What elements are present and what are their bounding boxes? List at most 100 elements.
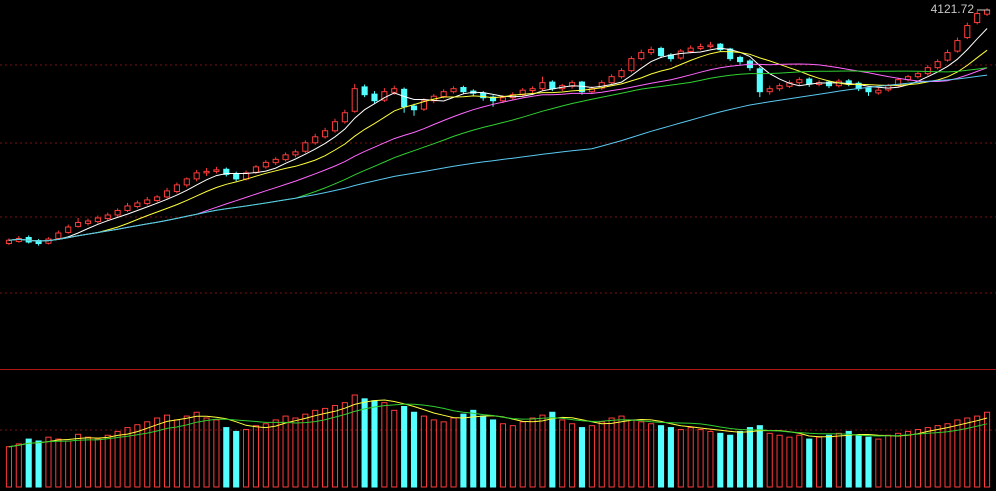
volume-bar (410, 411, 418, 488)
candle-body (697, 46, 704, 49)
volume-bar (974, 415, 981, 488)
volume-bar (312, 409, 319, 488)
moving-average (8, 28, 988, 242)
volume-bar (806, 438, 813, 488)
last-price-label: 4121.72 (931, 2, 975, 16)
volume-bar (203, 417, 210, 488)
volume-bar (835, 432, 842, 488)
candle-body (954, 40, 961, 52)
volume-bar (272, 419, 279, 488)
volume-bar (15, 443, 22, 488)
candle-body (657, 47, 665, 57)
volume-bar (213, 419, 220, 488)
volume-bar (707, 430, 714, 488)
volume-bar (351, 394, 358, 488)
candle-body (736, 56, 744, 63)
candle-body (410, 105, 418, 111)
volume-bar (55, 438, 62, 488)
candle-body (549, 81, 556, 90)
candle-body (974, 13, 981, 24)
candle-body (272, 158, 279, 164)
volume-bar (569, 423, 576, 488)
candle-body (124, 205, 131, 211)
candle-body (687, 47, 694, 52)
candle-body (75, 221, 82, 227)
volume-bar (796, 434, 803, 488)
volume-bar (489, 419, 497, 488)
candle-body (401, 88, 408, 108)
volume-bar (578, 427, 586, 488)
volume-bar (598, 421, 605, 488)
volume-bar (895, 432, 902, 488)
candle-body (341, 112, 348, 123)
volume-bar (361, 398, 368, 488)
volume-bar (766, 432, 773, 488)
volume-bar (697, 429, 704, 488)
candle-body (796, 79, 803, 84)
candle-body (391, 88, 398, 93)
volume-bar (391, 409, 398, 488)
candle-body (756, 68, 763, 93)
volume-bar (776, 434, 783, 488)
candle-body (875, 89, 882, 94)
volume-bar (983, 411, 991, 488)
volume-bar (242, 429, 250, 488)
plot (5, 8, 991, 488)
volume-bar (401, 406, 408, 488)
candle-body (154, 196, 161, 202)
candle-body (964, 25, 971, 39)
candle-body (825, 81, 833, 87)
volume-bar (549, 411, 556, 488)
volume-bar (588, 425, 595, 488)
candle-body (203, 170, 210, 174)
volume-bar (104, 434, 111, 488)
volume-bar (331, 405, 339, 488)
candle-body (183, 178, 190, 186)
volume-bar (746, 427, 754, 488)
candle-body (707, 44, 714, 48)
candle-body (233, 172, 240, 180)
volume-bar (499, 423, 507, 488)
candle-body (934, 61, 941, 69)
volume-bar (460, 413, 467, 488)
volume-bar (302, 413, 309, 488)
volume-bar (371, 400, 378, 488)
candle-body (460, 86, 467, 93)
volume-bar (144, 421, 151, 488)
volume-bar (480, 415, 487, 488)
candle-body (806, 78, 813, 85)
candle-body (134, 202, 141, 208)
candle-body (766, 88, 773, 93)
candle-body (371, 93, 378, 102)
volume-bar (252, 425, 260, 488)
volume-bar (638, 421, 645, 488)
candle-body (282, 154, 289, 161)
candle-body (618, 70, 625, 78)
candle-body (924, 67, 931, 75)
candle-body (569, 82, 576, 87)
volume-bar (677, 429, 684, 488)
candle-body (361, 86, 368, 96)
volume-bar (914, 429, 921, 488)
volume-bar (687, 427, 694, 488)
candle-body (144, 199, 151, 205)
volume-bar (736, 430, 744, 488)
candle-body (608, 76, 615, 84)
candle-body (786, 82, 793, 87)
volume-bar (322, 407, 329, 488)
candle-body (35, 240, 42, 245)
volume-bar (193, 411, 200, 488)
volume-bar (75, 433, 82, 488)
candle-body (302, 142, 309, 152)
candle-body (84, 220, 92, 224)
volume-bar (341, 402, 348, 488)
moving-average (8, 74, 988, 242)
candle-body (114, 209, 121, 216)
candle-body (628, 58, 635, 72)
candle-body (292, 151, 299, 156)
volume-bar (825, 434, 833, 488)
candle-body (55, 232, 62, 239)
candle-body (173, 184, 180, 193)
moving-average (8, 49, 988, 242)
